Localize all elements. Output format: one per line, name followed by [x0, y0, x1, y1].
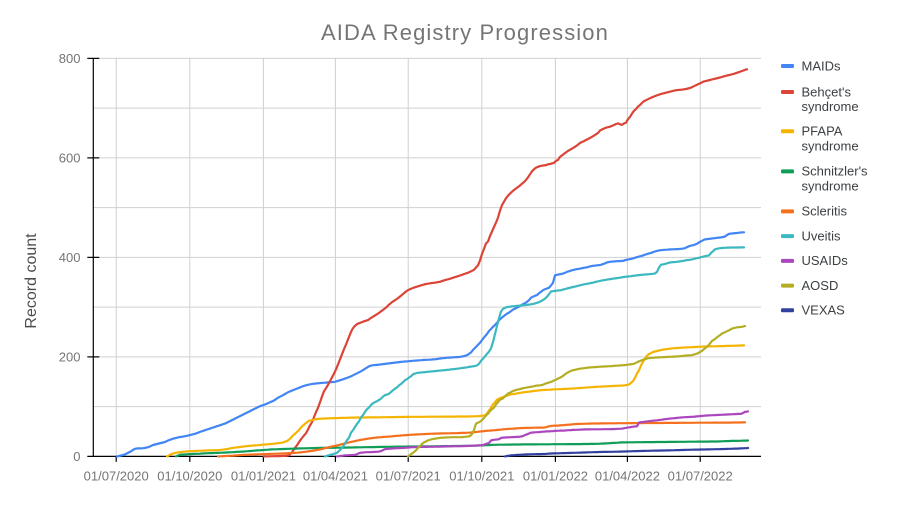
svg-text:Uveitis: Uveitis — [802, 228, 842, 243]
svg-text:01/07/2022: 01/07/2022 — [668, 469, 733, 484]
svg-text:01/01/2021: 01/01/2021 — [231, 469, 296, 484]
svg-text:USAIDs: USAIDs — [802, 253, 849, 268]
svg-text:AOSD: AOSD — [802, 278, 839, 293]
svg-text:VEXAS: VEXAS — [802, 303, 846, 318]
svg-text:800: 800 — [59, 51, 81, 66]
svg-text:Schnitzler's: Schnitzler's — [802, 164, 869, 179]
svg-text:0: 0 — [73, 449, 80, 464]
svg-text:01/04/2022: 01/04/2022 — [595, 469, 660, 484]
svg-text:01/07/2021: 01/07/2021 — [376, 469, 441, 484]
svg-text:AIDA Registry Progression: AIDA Registry Progression — [321, 20, 609, 45]
svg-text:01/07/2020: 01/07/2020 — [84, 469, 149, 484]
svg-text:Scleritis: Scleritis — [802, 204, 848, 219]
svg-text:01/10/2021: 01/10/2021 — [449, 469, 514, 484]
svg-text:syndrome: syndrome — [802, 99, 859, 114]
svg-text:PFAPA: PFAPA — [802, 124, 843, 139]
svg-text:Behçet's: Behçet's — [802, 84, 852, 99]
svg-text:MAIDs: MAIDs — [802, 58, 842, 73]
svg-text:01/04/2021: 01/04/2021 — [303, 469, 368, 484]
svg-text:01/01/2022: 01/01/2022 — [523, 469, 588, 484]
svg-text:syndrome: syndrome — [802, 138, 859, 153]
svg-text:200: 200 — [59, 349, 81, 364]
svg-text:600: 600 — [59, 150, 81, 165]
svg-text:syndrome: syndrome — [802, 179, 859, 194]
svg-text:400: 400 — [59, 250, 81, 265]
svg-text:01/10/2020: 01/10/2020 — [157, 469, 222, 484]
svg-text:Record count: Record count — [23, 233, 40, 329]
